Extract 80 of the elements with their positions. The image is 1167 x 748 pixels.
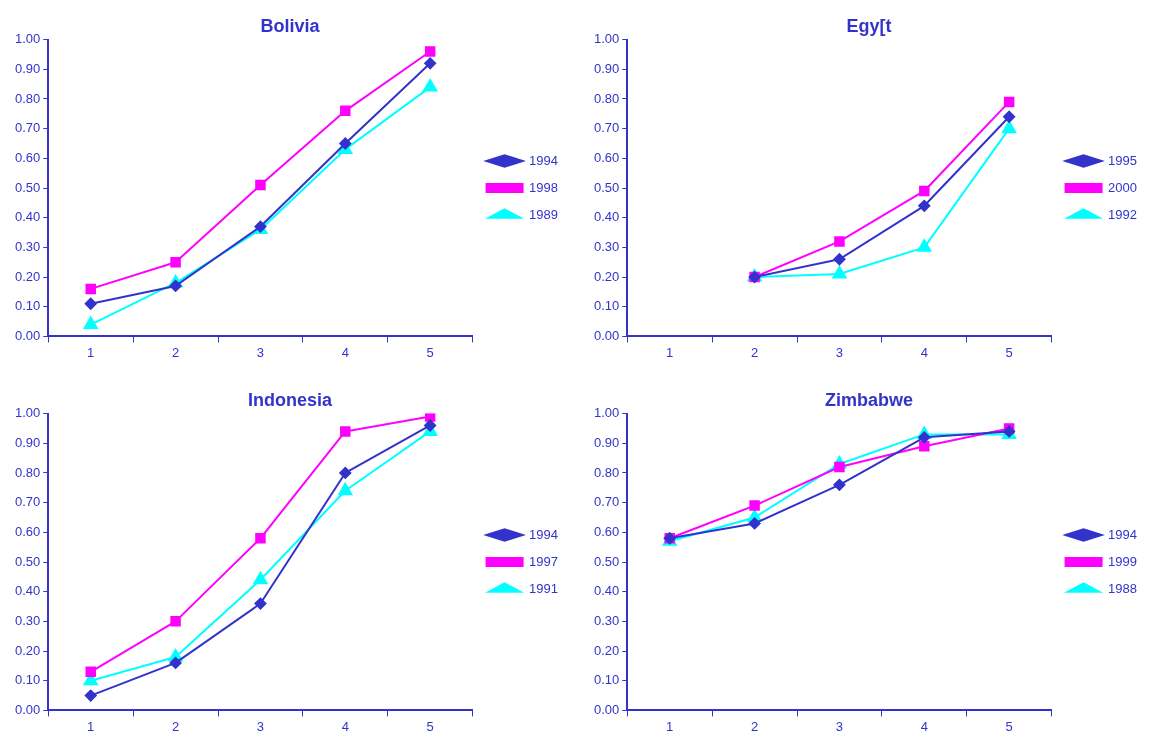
x-tick-label: 3 [256,344,265,360]
x-tick-label: 4 [920,344,928,360]
y-tick-label: 0.70 [14,494,41,510]
y-tick-label: 0.40 [593,209,620,225]
y-tick-label: 0.60 [593,523,620,539]
legend-label: 1992 [1108,206,1137,222]
y-tick-label: 0.80 [14,90,41,106]
y-tick-label: 0.30 [593,238,620,254]
chart-title: Bolivia [260,15,321,36]
legend-label: 2000 [1108,179,1137,195]
y-tick-label: 0.70 [14,120,41,136]
y-tick-label: 1.00 [593,405,620,421]
x-tick-label: 3 [835,344,844,360]
y-tick-label: 0.30 [14,612,41,628]
y-tick-label: 0.60 [14,149,41,165]
y-tick-label: 0.80 [593,90,620,106]
x-tick-label: 3 [256,718,265,734]
chart-title: Egy[t [846,15,892,36]
legend-label: 1989 [529,206,558,222]
x-tick-label: 4 [341,344,349,360]
x-tick-label: 4 [341,718,349,734]
y-tick-label: 0.30 [593,612,620,628]
y-tick-label: 0.70 [593,494,620,510]
x-tick-label: 5 [426,718,434,734]
legend-label: 1991 [529,580,558,596]
legend-label: 1997 [529,553,558,569]
y-tick-label: 0.60 [593,149,620,165]
y-tick-label: 1.00 [14,31,41,47]
x-tick-label: 4 [920,718,928,734]
x-tick-label: 1 [87,718,95,734]
legend-label: 1998 [529,179,558,195]
y-tick-label: 0.10 [14,298,41,314]
y-tick-label: 0.00 [14,327,41,343]
y-tick-label: 0.90 [14,60,41,76]
y-tick-label: 0.00 [593,327,620,343]
y-tick-label: 0.80 [593,464,620,480]
chart-title: Zimbabwe [824,389,914,410]
x-tick-label: 1 [666,344,674,360]
x-tick-label: 5 [1005,344,1013,360]
y-tick-label: 0.80 [14,464,41,480]
y-tick-label: 0.50 [593,553,620,569]
y-tick-label: 0.40 [14,583,41,599]
y-tick-label: 0.20 [14,642,41,658]
x-tick-label: 1 [87,344,95,360]
y-tick-label: 1.00 [14,405,41,421]
y-tick-label: 0.50 [593,179,620,195]
y-tick-label: 0.50 [14,553,41,569]
y-tick-label: 0.60 [14,523,41,539]
x-tick-label: 2 [171,718,180,734]
y-tick-label: 0.40 [14,209,41,225]
chart-title: Indonesia [247,389,333,410]
y-tick-label: 0.90 [593,434,620,450]
legend-label: 1994 [1108,526,1137,542]
y-tick-label: 0.00 [593,701,620,717]
y-tick-label: 0.20 [593,642,620,658]
y-tick-label: 0.10 [14,672,41,688]
x-tick-label: 5 [1005,718,1013,734]
x-tick-label: 2 [750,718,759,734]
y-tick-label: 0.90 [593,60,620,76]
legend-label: 1999 [1108,553,1137,569]
x-tick-label: 2 [171,344,180,360]
y-tick-label: 0.30 [14,238,41,254]
x-tick-label: 1 [666,718,674,734]
y-tick-label: 0.10 [593,298,620,314]
x-tick-label: 3 [835,718,844,734]
y-tick-label: 0.50 [14,179,41,195]
x-tick-label: 5 [426,344,434,360]
y-tick-label: 0.20 [593,268,620,284]
legend-label: 1995 [1108,152,1137,168]
y-tick-label: 0.20 [14,268,41,284]
y-tick-label: 0.90 [14,434,41,450]
y-tick-label: 0.70 [593,120,620,136]
legend-label: 1994 [529,526,558,542]
legend-label: 1994 [529,152,558,168]
y-tick-label: 1.00 [593,31,620,47]
legend-label: 1988 [1108,580,1137,596]
y-tick-label: 0.00 [14,701,41,717]
y-tick-label: 0.40 [593,583,620,599]
x-tick-label: 2 [750,344,759,360]
y-tick-label: 0.10 [593,672,620,688]
